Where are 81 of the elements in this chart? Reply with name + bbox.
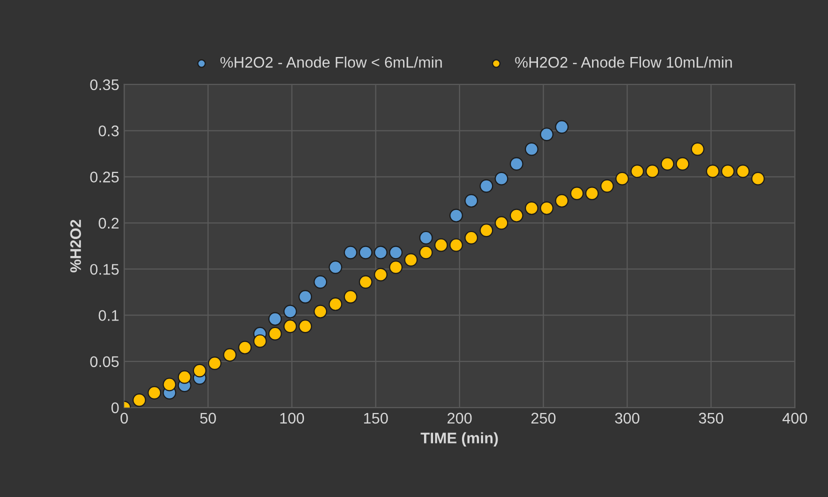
x-axis-title: TIME (min): [420, 432, 498, 446]
point: [736, 164, 750, 178]
point: [510, 208, 524, 222]
point: [358, 275, 372, 289]
point: [238, 340, 252, 354]
y-tick-label: 0.2: [98, 218, 119, 229]
x-tick-label: 200: [448, 412, 472, 424]
x-tick-label: 250: [531, 412, 556, 424]
x-tick-label: 100: [280, 412, 304, 424]
point: [374, 246, 388, 260]
point: [268, 326, 282, 340]
point: [721, 164, 735, 178]
point: [615, 172, 629, 186]
point: [494, 216, 508, 230]
point: [434, 238, 448, 252]
point: [706, 164, 720, 178]
point: [524, 201, 538, 215]
point: [555, 120, 569, 134]
x-tick-label: 400: [782, 412, 808, 424]
point: [646, 164, 660, 178]
point: [540, 128, 554, 142]
y-tick-label: 0.35: [90, 79, 119, 90]
legend-label: %H2O2 - Anode Flow 10mL/min: [515, 56, 732, 68]
x-tick-label: 300: [615, 412, 640, 424]
point: [570, 186, 584, 200]
point: [192, 364, 206, 378]
point: [298, 320, 312, 334]
point: [223, 348, 237, 362]
point: [208, 356, 222, 370]
point: [132, 393, 146, 407]
point: [676, 157, 690, 171]
point: [449, 208, 463, 222]
point: [389, 260, 403, 274]
point: [419, 230, 433, 244]
y-tick-label: 0: [111, 402, 119, 414]
x-tick-label: 150: [364, 412, 388, 424]
y-tick-label: 0.1: [98, 310, 119, 321]
point: [419, 246, 433, 260]
point: [328, 260, 342, 274]
point: [178, 370, 192, 384]
point: [555, 194, 569, 208]
point: [148, 386, 162, 400]
point: [374, 268, 388, 282]
legend-label: %H2O2 - Anode Flow < 6mL/min: [220, 56, 442, 68]
point: [540, 201, 554, 215]
point: [480, 179, 494, 193]
point: [344, 246, 358, 260]
point: [328, 297, 342, 311]
point: [464, 194, 478, 208]
point: [449, 238, 463, 252]
y-tick-label: 0.05: [90, 356, 119, 368]
point: [404, 253, 418, 267]
point: [600, 179, 614, 193]
point: [510, 157, 524, 171]
point: [283, 304, 297, 318]
x-tick-label: 0: [120, 412, 128, 424]
x-tick-label: 350: [698, 412, 724, 424]
point: [314, 304, 328, 318]
point: [660, 157, 674, 171]
point: [358, 246, 372, 260]
y-axis-title: %H2O2: [70, 220, 82, 272]
point: [268, 312, 282, 326]
point: [162, 378, 176, 392]
x-tick-label: 50: [200, 412, 216, 424]
y-tick-label: 0.3: [98, 126, 119, 136]
point: [344, 290, 358, 304]
point: [585, 186, 599, 200]
point: [630, 164, 644, 178]
y-tick-label: 0.15: [90, 264, 119, 275]
point: [751, 172, 765, 186]
point: [494, 172, 508, 186]
point: [690, 142, 704, 156]
point: [524, 142, 538, 156]
point: [314, 275, 328, 289]
point: [253, 334, 267, 348]
point: [464, 230, 478, 244]
point: [298, 290, 312, 304]
point: [480, 224, 494, 238]
point: [389, 246, 403, 260]
y-tick-label: 0.25: [90, 172, 119, 182]
point: [283, 320, 297, 334]
